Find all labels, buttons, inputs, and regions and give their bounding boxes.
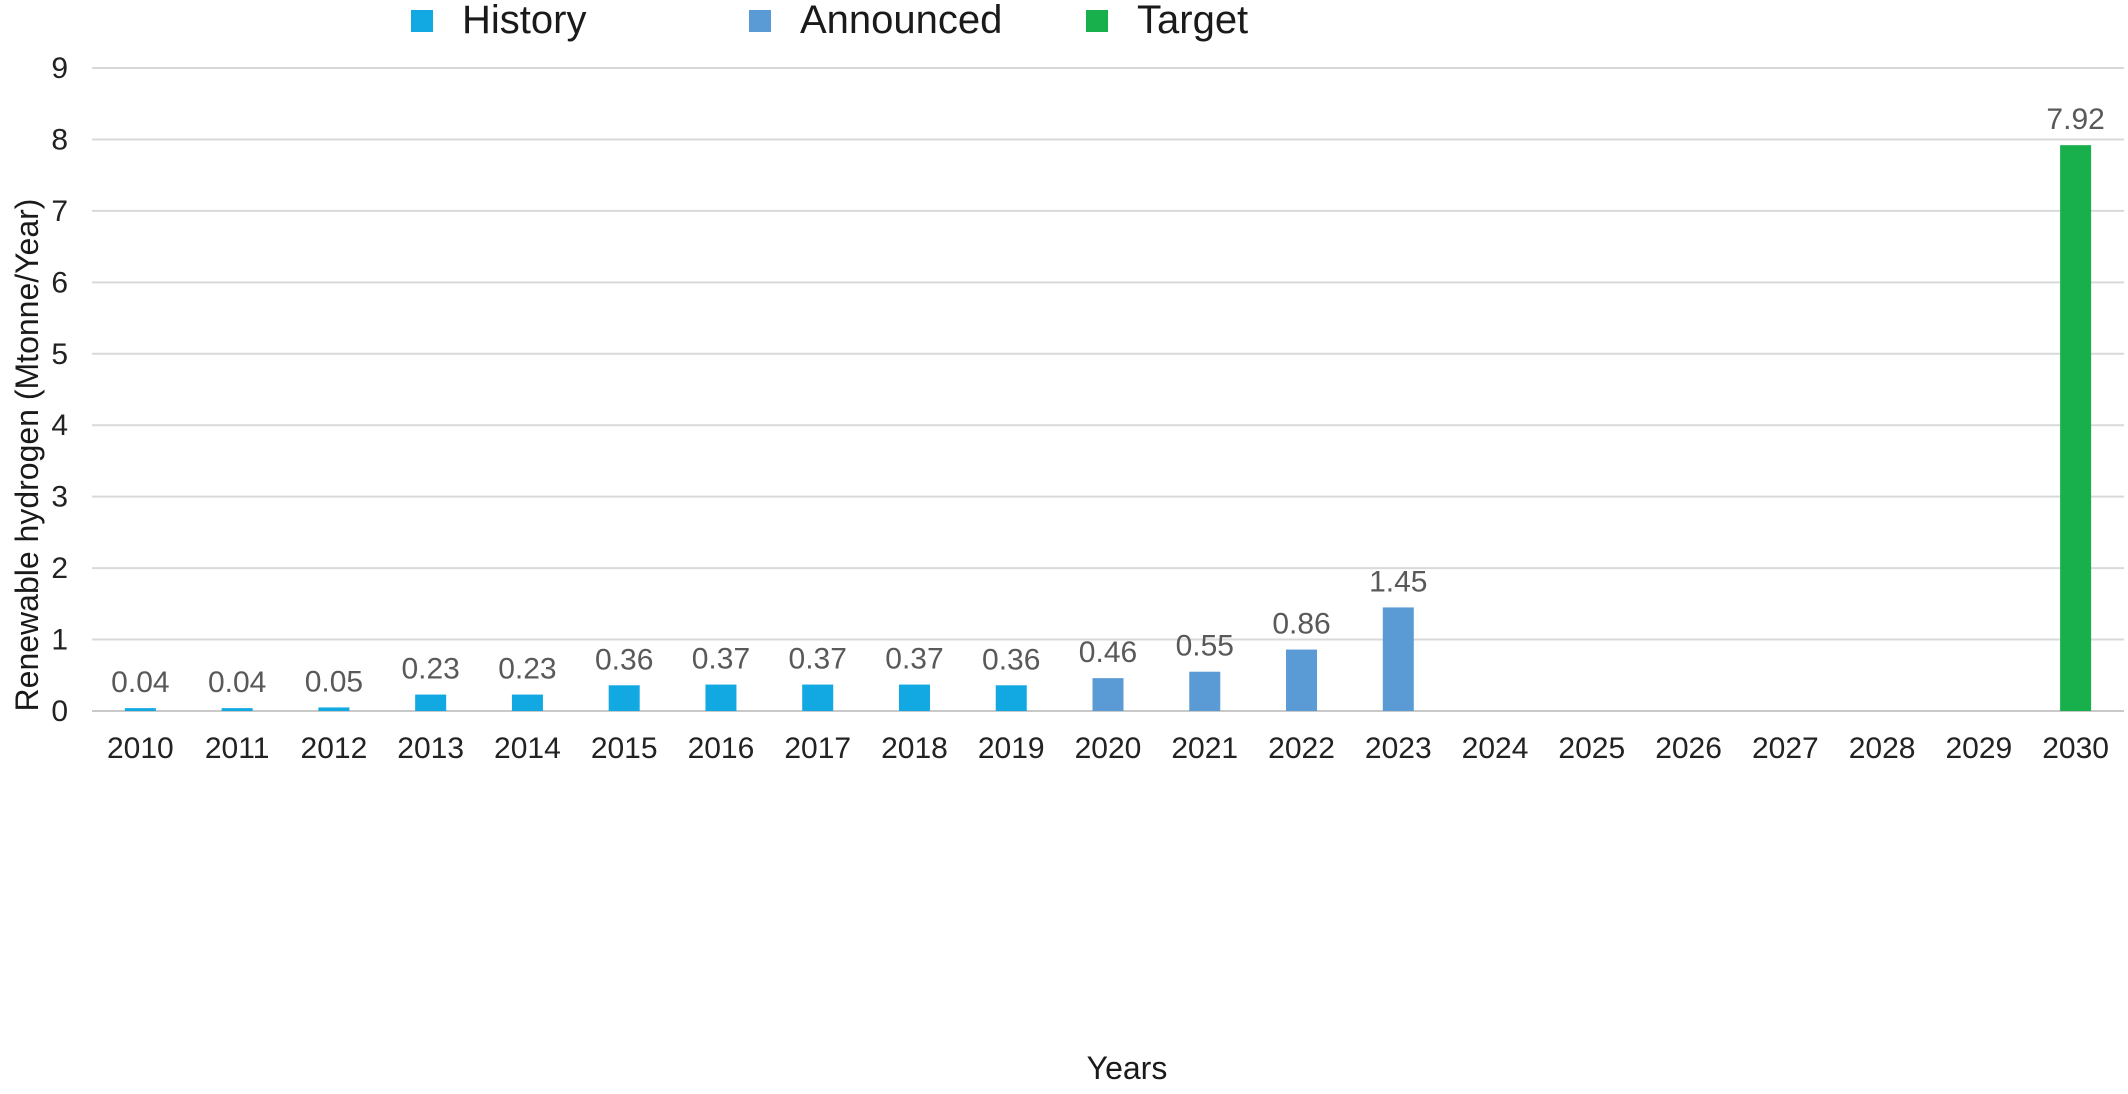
- data-labels: 0.04 0.04 0.05 0.23 0.23 0.36 0.37 0.37 0.37 0.36…: [111, 103, 2105, 699]
- legend-swatch-target: [1086, 10, 1108, 32]
- x-tick-label-2027: 2027: [1752, 732, 1819, 765]
- x-tick-label-2021: 2021: [1171, 732, 1238, 765]
- announced-data-label-2021: 0.55: [1176, 630, 1234, 663]
- x-tick-label-2018: 2018: [881, 732, 948, 765]
- announced-data-label-2023: 1.45: [1369, 565, 1427, 598]
- legend-swatch-history: [411, 10, 433, 32]
- x-tick-label-2015: 2015: [591, 732, 658, 765]
- x-tick-label-2010: 2010: [107, 732, 174, 765]
- y-tick-label-8: 8: [51, 123, 68, 156]
- announced-bar-2022: [1286, 649, 1318, 711]
- x-axis-title: Years: [1087, 1050, 1168, 1086]
- x-tick-label-2025: 2025: [1558, 732, 1625, 765]
- x-tick-label-2019: 2019: [978, 732, 1045, 765]
- history-bar-2018: [898, 684, 930, 711]
- history-bar-2014: [511, 694, 543, 711]
- history-bar-2013: [415, 694, 447, 711]
- history-data-label-2013: 0.23: [401, 653, 459, 686]
- gridlines: [92, 67, 2124, 712]
- x-tick-label-2026: 2026: [1655, 732, 1722, 765]
- x-tick-label-2023: 2023: [1365, 732, 1432, 765]
- history-data-label-2014: 0.23: [498, 653, 556, 686]
- x-tick-label-2013: 2013: [397, 732, 464, 765]
- x-tick-label-2022: 2022: [1268, 732, 1335, 765]
- x-tick-label-2028: 2028: [1849, 732, 1916, 765]
- x-tick-label-2029: 2029: [1945, 732, 2012, 765]
- x-tick-label-2014: 2014: [494, 732, 561, 765]
- history-data-label-2018: 0.37: [885, 643, 943, 676]
- history-bar-2015: [608, 685, 640, 711]
- y-axis-tick-labels: 0 1 2 3 4 5 6 7 8 9: [51, 52, 68, 728]
- y-axis-title: Renewable hydrogen (Mtonne/Year): [9, 199, 45, 712]
- y-tick-label-2: 2: [51, 552, 68, 585]
- announced-data-label-2022: 0.86: [1272, 608, 1330, 641]
- legend-swatch-announced: [749, 10, 771, 32]
- x-axis-tick-labels: 2010 2011 2012 2013 2014 2015 2016 2017 2018 2019…: [107, 732, 2109, 765]
- legend: History Announced Target: [411, 0, 1248, 42]
- legend-label-announced: Announced: [800, 0, 1002, 42]
- history-bar-2011: [221, 708, 253, 711]
- y-tick-label-9: 9: [51, 52, 68, 85]
- y-tick-label-3: 3: [51, 481, 68, 514]
- y-tick-label-0: 0: [51, 695, 68, 728]
- announced-bar-2023: [1382, 607, 1414, 711]
- x-tick-label-2020: 2020: [1075, 732, 1142, 765]
- x-tick-label-2016: 2016: [688, 732, 755, 765]
- history-bar-2017: [802, 684, 834, 711]
- x-tick-label-2012: 2012: [301, 732, 368, 765]
- bars: [124, 145, 2092, 711]
- x-tick-label-2024: 2024: [1462, 732, 1529, 765]
- history-bar-2010: [124, 708, 156, 711]
- y-tick-label-7: 7: [51, 195, 68, 228]
- y-tick-label-4: 4: [51, 409, 68, 442]
- x-tick-label-2030: 2030: [2042, 732, 2109, 765]
- history-data-label-2016: 0.37: [692, 643, 750, 676]
- y-tick-label-6: 6: [51, 266, 68, 299]
- y-tick-label-5: 5: [51, 338, 68, 371]
- announced-data-label-2020: 0.46: [1079, 636, 1137, 669]
- history-data-label-2012: 0.05: [305, 665, 363, 698]
- target-data-label-2030: 7.92: [2046, 103, 2104, 136]
- history-data-label-2011: 0.04: [208, 666, 266, 699]
- target-bar-2030: [2060, 145, 2092, 711]
- legend-label-target: Target: [1137, 0, 1248, 42]
- legend-label-history: History: [462, 0, 586, 42]
- history-data-label-2019: 0.36: [982, 643, 1040, 676]
- history-bar-2019: [995, 685, 1027, 711]
- history-bar-2016: [705, 684, 737, 711]
- x-tick-label-2011: 2011: [205, 732, 270, 765]
- announced-bar-2021: [1189, 671, 1221, 711]
- x-tick-label-2017: 2017: [784, 732, 851, 765]
- history-data-label-2015: 0.36: [595, 643, 653, 676]
- history-bar-2012: [318, 707, 350, 711]
- history-data-label-2010: 0.04: [111, 666, 169, 699]
- history-data-label-2017: 0.37: [789, 643, 847, 676]
- announced-bar-2020: [1092, 678, 1124, 711]
- y-tick-label-1: 1: [51, 624, 68, 657]
